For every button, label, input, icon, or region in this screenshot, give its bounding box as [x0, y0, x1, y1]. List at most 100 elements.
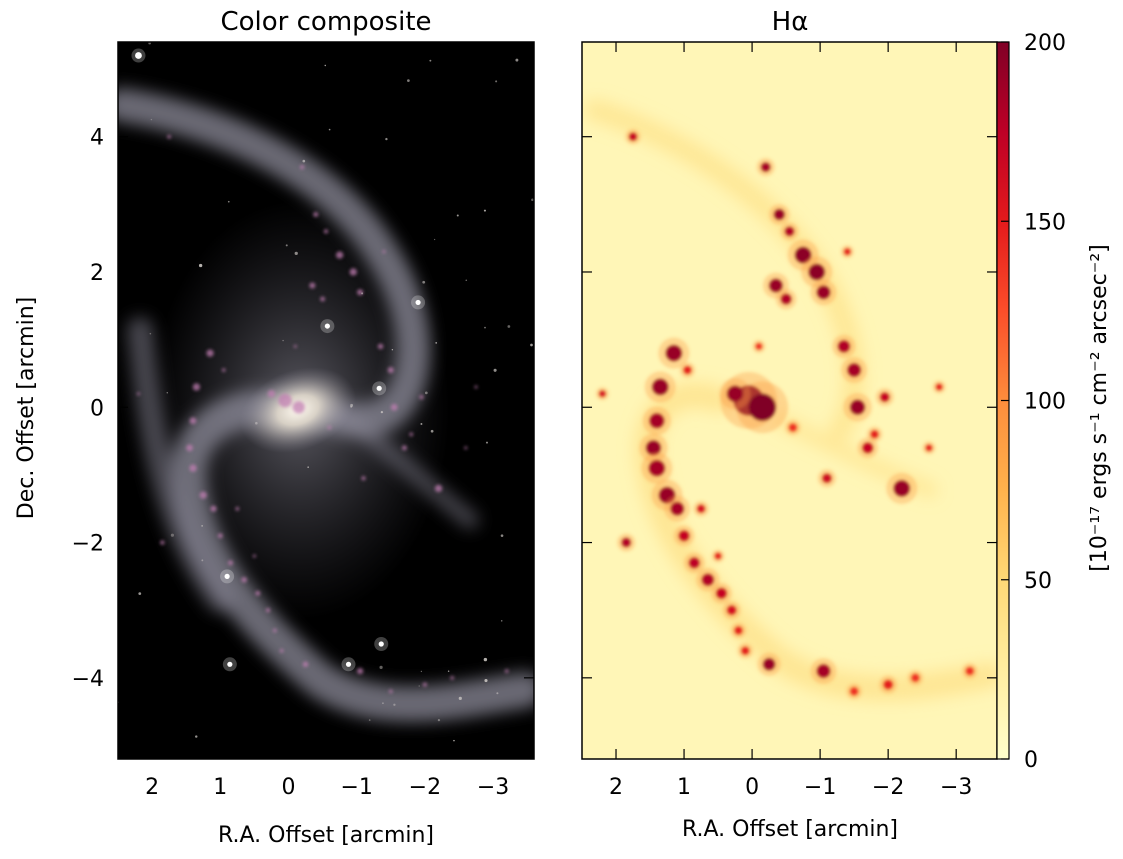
star: [224, 573, 230, 579]
faint-star: [500, 534, 504, 537]
x-tick-label: −2: [872, 775, 904, 800]
pink-knot: [309, 282, 316, 289]
hii-region: [683, 365, 692, 375]
pink-knot: [361, 476, 366, 481]
colorbar-tick-label: 50: [1024, 569, 1052, 594]
hii-region: [935, 383, 943, 391]
pink-knot: [186, 444, 193, 452]
hii-region: [755, 342, 763, 350]
faint-star: [493, 368, 497, 372]
pink-knot: [349, 268, 357, 276]
hii-region: [645, 440, 661, 456]
panel-halpha: Hα 2 1 0 −1 −2 −3 R.A. Offset [arcmin]: [581, 7, 998, 842]
colorbar-tick-label: 0: [1024, 748, 1038, 773]
faint-star: [483, 209, 486, 212]
hii-region: [965, 666, 974, 676]
pink-knot: [323, 229, 329, 234]
pink-knot: [199, 491, 207, 499]
left-y-ticks: 4 2 0 −2 −4: [72, 126, 534, 692]
y-tick-label: −2: [72, 532, 104, 557]
left-panel-frame: [117, 41, 535, 760]
hii-region: [741, 646, 750, 655]
y-axis-label: Dec. Offset [arcmin]: [14, 297, 39, 519]
south-arm: [170, 390, 534, 722]
pink-knot: [189, 464, 197, 472]
faint-star: [368, 719, 371, 721]
faint-star: [201, 525, 203, 527]
faint-star: [407, 79, 410, 82]
pink-knot: [189, 417, 197, 425]
faint-star: [170, 533, 174, 537]
faint-star: [328, 128, 331, 131]
x-tick-label: 2: [609, 775, 623, 800]
pink-knot: [504, 669, 509, 673]
hii-region: [843, 248, 851, 256]
hii-region: [621, 537, 631, 548]
star: [415, 299, 421, 306]
faint-star: [465, 279, 468, 281]
faint-star: [393, 703, 396, 706]
faint-star: [379, 665, 383, 669]
hii-region: [837, 340, 851, 353]
faint-star: [530, 343, 533, 347]
faint-star: [294, 251, 298, 256]
faint-star: [227, 200, 230, 203]
star: [378, 641, 384, 647]
hii-region: [599, 390, 606, 398]
colorbar-tick-label: 200: [1024, 31, 1066, 56]
faint-star: [361, 292, 364, 295]
faint-star: [458, 696, 462, 700]
hii-region: [822, 473, 832, 484]
faint-star: [418, 685, 420, 687]
hii-region: [696, 504, 706, 513]
hii-region: [716, 587, 727, 599]
faint-star: [515, 58, 519, 62]
y-tick-label: 4: [90, 126, 104, 151]
star: [135, 52, 142, 59]
faint-star: [495, 80, 498, 83]
hii-region: [808, 263, 825, 281]
faint-star: [437, 718, 441, 722]
hii-region: [870, 430, 879, 439]
left-x-ticks: 2 1 0 −1 −2 −3: [145, 42, 509, 800]
faint-star: [496, 692, 499, 695]
right-x-axis-label: R.A. Offset [arcmin]: [682, 817, 898, 842]
pink-knot: [273, 628, 277, 633]
faint-star: [424, 391, 428, 395]
faint-star: [500, 620, 503, 622]
pink-knot: [302, 661, 309, 668]
pink-knot: [357, 289, 364, 296]
pink-knot: [278, 393, 292, 408]
faint-star: [380, 410, 384, 414]
pink-knot: [382, 250, 386, 254]
hii-region: [816, 664, 831, 678]
x-tick-label: −3: [477, 775, 509, 800]
pink-knot: [217, 533, 223, 539]
x-tick-label: −2: [409, 775, 441, 800]
pink-knot: [192, 383, 201, 391]
faint-star: [307, 466, 309, 468]
hii-region: [862, 442, 874, 454]
hii-region: [893, 480, 910, 497]
faint-star: [282, 339, 284, 342]
faint-star: [456, 214, 459, 217]
pink-knot: [228, 560, 233, 566]
faint-star: [149, 332, 152, 335]
pink-knot: [241, 576, 247, 583]
faint-star: [201, 559, 204, 562]
pink-knot: [357, 668, 364, 675]
hii-region: [794, 246, 812, 264]
faint-star: [391, 349, 394, 351]
hii-region: [734, 626, 743, 635]
left-panel-title: Color composite: [220, 7, 431, 37]
hii-region: [780, 293, 792, 305]
pink-knot: [267, 390, 276, 398]
faint-star: [484, 678, 488, 683]
hii-region: [688, 557, 700, 569]
faint-star: [483, 657, 488, 662]
hii-region: [726, 605, 737, 615]
galaxy-spiral-arms: [118, 88, 534, 722]
faint-star: [255, 421, 258, 425]
hii-region: [879, 392, 890, 402]
